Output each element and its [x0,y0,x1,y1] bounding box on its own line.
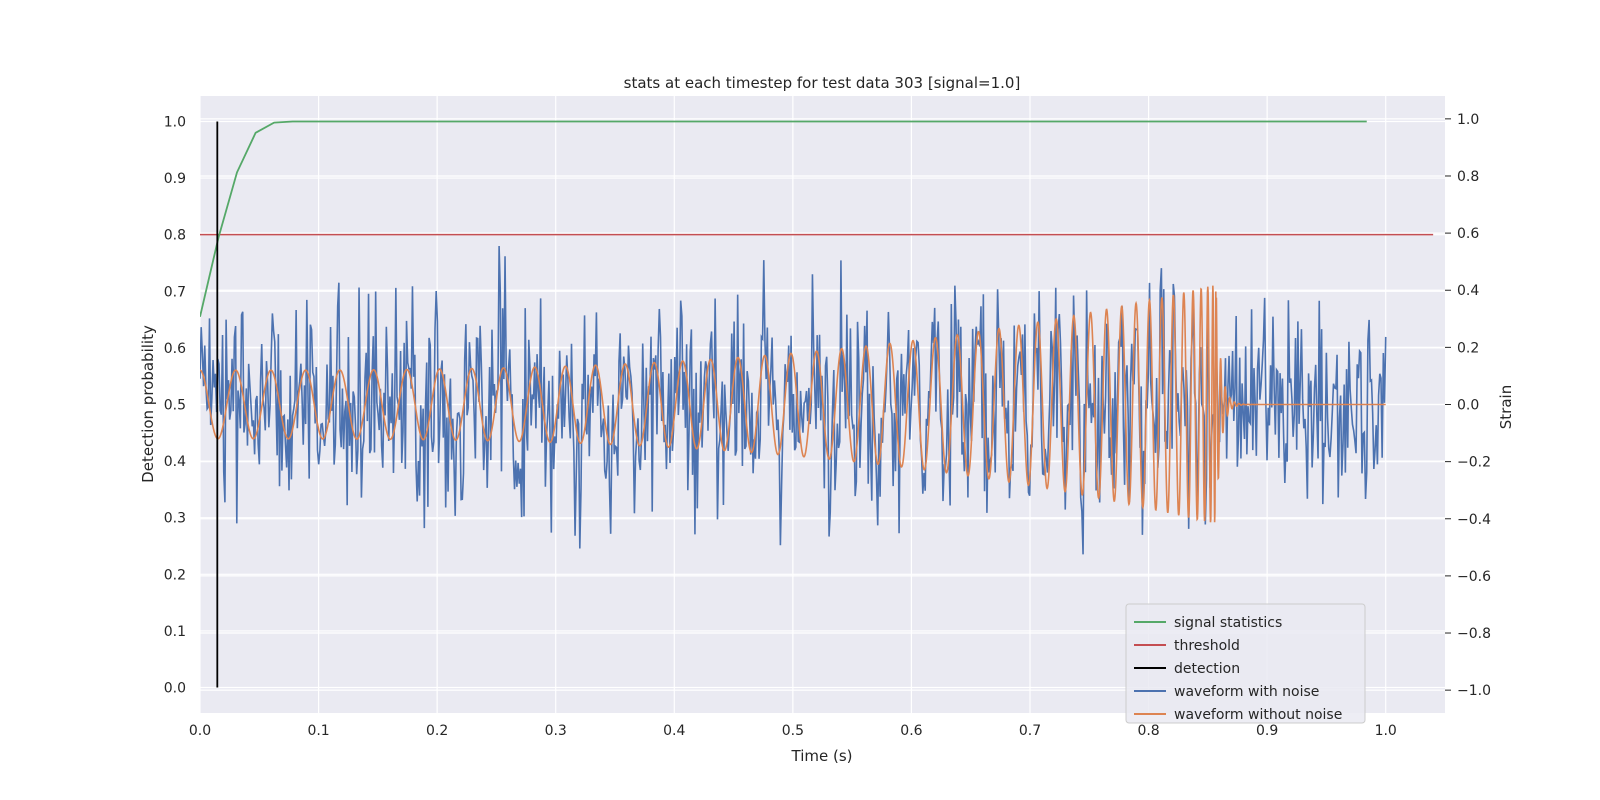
y-right-tick-label: 0.8 [1457,169,1479,185]
legend-label: threshold [1174,638,1240,654]
x-axis-label: Time (s) [791,747,853,765]
series-layer [200,120,1434,688]
x-tick-label: 0.3 [545,723,567,739]
legend-label: detection [1174,661,1240,677]
y-right-tick-label: −0.2 [1457,455,1491,471]
y-right-tick-label: −0.4 [1457,512,1491,528]
y-right-tick-label: 0.6 [1457,226,1479,242]
y-left-tick-label: 0.5 [164,398,186,414]
y-left-tick-label: 1.0 [164,114,186,130]
x-tick-label: 0.5 [782,723,804,739]
series-signal-statistics [200,120,1367,317]
y-right-tick-label: 0.0 [1457,398,1479,414]
y-axis-left-label: Detection probability [139,325,157,483]
chart-title: stats at each timestep for test data 303… [624,74,1021,92]
x-tick-label: 0.1 [307,723,329,739]
y-left-tick-label: 0.3 [164,511,186,527]
legend-box [1125,603,1366,724]
x-tick-label: 0.0 [189,723,211,739]
x-tick-label: 0.9 [1256,723,1278,739]
y-right-tick-label: −1.0 [1457,683,1491,699]
y-right-tick-label: 1.0 [1457,112,1479,128]
y-left-tick-label: 0.0 [164,681,186,697]
legend-label: signal statistics [1174,615,1282,631]
y-left-tick-label: 0.1 [164,624,186,640]
y-left-tick-label: 0.7 [164,284,186,300]
legend-label: waveform with noise [1174,684,1319,700]
x-tick-label: 0.4 [663,723,685,739]
series-waveform-with-noise [200,245,1387,555]
x-tick-label: 1.0 [1375,723,1397,739]
y-right-tick-label: −0.6 [1457,569,1491,585]
y-axis-right-label: Strain [1497,385,1515,429]
x-tick-label: 0.2 [426,723,448,739]
y-left-tick-label: 0.4 [164,454,186,470]
legend-label: waveform without noise [1174,707,1342,723]
legend: signal statistics threshold detection wavef… [1125,603,1366,724]
axes: 0.0 0.1 0.2 0.3 0.4 0.5 0.6 0.7 0.8 0.9 1.0 0.0 0.1 0… [164,112,1491,739]
x-tick-label: 0.8 [1137,723,1159,739]
x-tick-label: 0.7 [1019,723,1041,739]
y-right-tick-label: 0.2 [1457,340,1479,356]
y-left-tick-label: 0.2 [164,567,186,583]
y-left-tick-label: 0.8 [164,228,186,244]
y-left-tick-label: 0.9 [164,171,186,187]
x-tick-label: 0.6 [900,723,922,739]
y-left-tick-label: 0.6 [164,341,186,357]
y-right-tick-label: 0.4 [1457,283,1479,299]
y-right-tick-label: −0.8 [1457,626,1491,642]
series-waveform-without-noise [200,285,1386,523]
